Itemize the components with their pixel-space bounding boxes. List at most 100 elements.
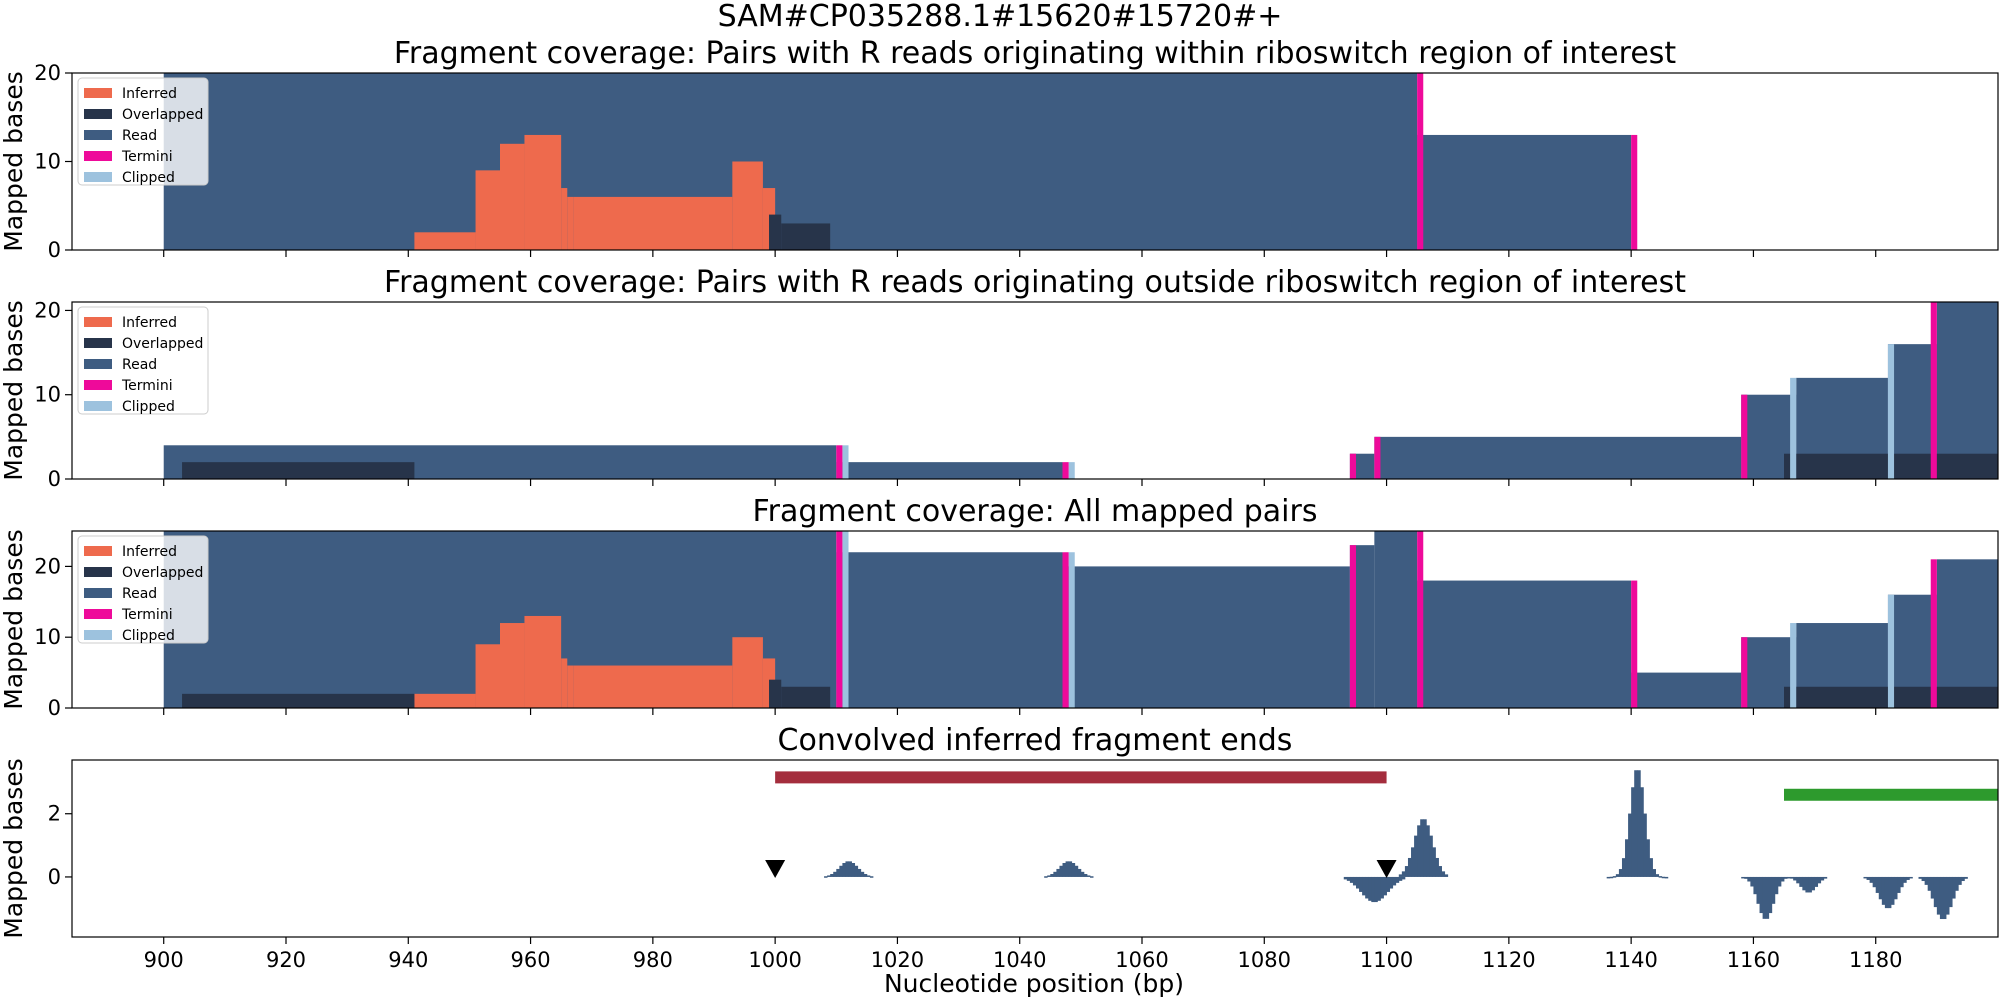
overlapped-segment <box>781 223 831 250</box>
peak-bin <box>869 876 874 878</box>
peak-bin <box>1762 876 1767 919</box>
panel-4: Convolved inferred fragment ends Mapped b… <box>0 723 1999 972</box>
peak-bin <box>1634 770 1638 877</box>
x-tick-label: 1060 <box>1115 948 1168 972</box>
panel-title: Fragment coverage: Pairs with R reads or… <box>394 36 1677 71</box>
peak-bin <box>1083 874 1088 877</box>
legend-swatch-clipped <box>84 630 112 640</box>
region-bar-1 <box>775 771 1387 784</box>
legend: Inferred Overlapped Read Termini Clipped <box>77 77 209 186</box>
legend-label-read: Read <box>122 586 157 602</box>
peak-bin <box>1790 876 1794 879</box>
peak-bin <box>1964 876 1968 879</box>
peak-bin <box>1900 876 1904 888</box>
peak-bin <box>1961 876 1965 882</box>
peak-bin <box>860 871 865 877</box>
peak-bin <box>1942 876 1947 920</box>
axes-frame <box>71 759 1999 938</box>
legend-label-termini: Termini <box>121 607 173 623</box>
peak-bin <box>1352 876 1357 886</box>
peak-bin <box>1395 876 1400 883</box>
peak-bin <box>1741 876 1745 879</box>
peak-bin <box>1799 876 1803 887</box>
peak-bin <box>1866 876 1870 880</box>
peak-bin <box>1774 876 1779 895</box>
peak-bin <box>1068 861 1073 877</box>
peak-bin <box>1787 876 1791 879</box>
peak-bin <box>1423 819 1427 877</box>
peak-bin <box>1958 876 1962 885</box>
legend-label-clipped: Clipped <box>122 170 175 186</box>
peak-bin <box>1655 874 1660 877</box>
x-axis-label: Nucleotide position (bp) <box>884 969 1184 998</box>
termini-segment <box>1930 302 1937 479</box>
overlapped-segment <box>781 686 831 708</box>
inferred-segment <box>500 143 525 250</box>
termini-segment <box>836 531 843 708</box>
legend-swatch-termini <box>84 380 112 390</box>
y-tick-label: 0 <box>48 238 61 262</box>
peak-bin <box>1062 862 1066 877</box>
panel-title: Convolved inferred fragment ends <box>778 723 1293 758</box>
legend-swatch-overlapped <box>84 567 112 577</box>
peak-bin <box>1359 876 1363 892</box>
legend-label-termini: Termini <box>121 378 173 394</box>
peak-bin <box>1615 874 1620 877</box>
x-tick-label: 1080 <box>1238 948 1291 972</box>
x-tick-label: 960 <box>511 948 551 972</box>
peak-bin <box>1796 876 1800 884</box>
peak-bin <box>1426 825 1430 877</box>
termini-segment <box>1741 637 1748 708</box>
peak-bin <box>842 862 846 877</box>
legend-swatch-read <box>84 588 112 598</box>
peak-bin <box>1927 876 1932 891</box>
peak-bin <box>1362 876 1366 896</box>
clipped-segment <box>1887 594 1895 708</box>
peak-bin <box>1071 862 1076 877</box>
inferred-segment <box>500 623 525 708</box>
peak-bin <box>1780 876 1785 882</box>
termini-segment <box>836 445 843 479</box>
x-tick-label: 1000 <box>748 948 801 972</box>
peak-bin <box>1872 876 1877 888</box>
panel-title: Fragment coverage: Pairs with R reads or… <box>384 265 1686 300</box>
legend: Inferred Overlapped Read Termini Clipped <box>77 306 209 415</box>
y-tick-label: 10 <box>34 150 61 174</box>
peak-bin <box>1086 875 1091 877</box>
peak-bin <box>1047 875 1051 877</box>
peak-bin <box>1401 871 1406 877</box>
peak-bin <box>1817 876 1822 884</box>
peak-bin <box>1441 871 1446 877</box>
x-tick-label: 1040 <box>993 948 1046 972</box>
clipped-segment <box>1068 552 1075 708</box>
peak-bin <box>1909 876 1913 879</box>
peak-bin <box>1744 876 1748 879</box>
y-tick-label: 20 <box>34 61 61 85</box>
peak-bin <box>1955 876 1959 891</box>
legend-swatch-termini <box>84 609 112 619</box>
peak-bin <box>1356 876 1360 889</box>
plot-area <box>163 531 1998 708</box>
peak-bin <box>1365 876 1369 899</box>
panel-title: Fragment coverage: All mapped pairs <box>753 494 1318 529</box>
peak-bin <box>1658 876 1663 878</box>
read-segment <box>1417 134 1632 250</box>
read-segment <box>1631 672 1742 708</box>
overlapped-segment <box>182 462 415 479</box>
y-axis-label: Mapped bases <box>0 529 28 709</box>
peak-bin <box>1765 876 1770 919</box>
peak-bin <box>1753 876 1757 895</box>
peak-bin <box>1380 876 1384 899</box>
peak-bin <box>1750 876 1754 887</box>
termini-segment <box>1417 73 1424 250</box>
marker-triangle-2 <box>1376 860 1397 879</box>
y-axis-label: Mapped bases <box>0 300 28 480</box>
peak-bin <box>1414 835 1418 877</box>
legend: Inferred Overlapped Read Termini Clipped <box>77 535 209 644</box>
peak-bin <box>1814 876 1819 887</box>
x-tick-label: 920 <box>266 948 306 972</box>
peak-bin <box>1652 869 1656 877</box>
inferred-segment <box>561 188 568 250</box>
legend-label-overlapped: Overlapped <box>122 565 203 581</box>
peak-bin <box>1631 787 1635 877</box>
